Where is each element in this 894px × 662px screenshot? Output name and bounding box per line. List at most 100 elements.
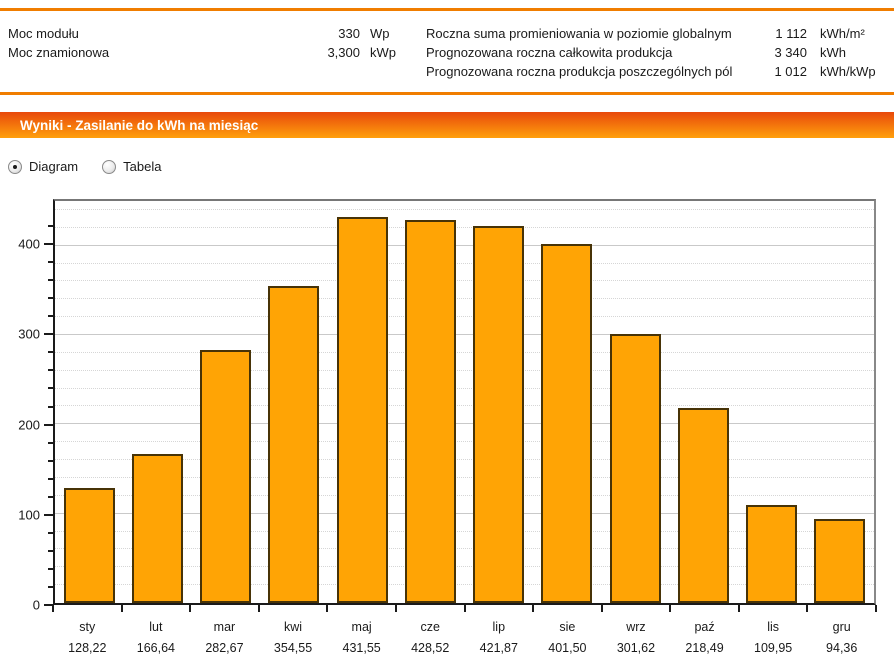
header-divider-rule: [0, 92, 894, 95]
bar: [541, 244, 593, 603]
minor-gridline: [55, 262, 874, 264]
month-value: 109,95: [754, 641, 793, 655]
month-label-group: mar 282,67: [190, 619, 259, 656]
y-axis-ticks: [42, 199, 53, 606]
monthly-yield-chart: 0 100 200 300 400 sty 128,22 lut 166,64 mar 282,6…: [0, 183, 894, 662]
system-parameters: Moc modułu 330 Wp Moc znamionowa 3,300 k…: [0, 11, 894, 92]
y-tick: [48, 261, 53, 264]
minor-gridline: [55, 226, 874, 228]
param-label: Roczna suma promieniowania w poziomie gl…: [426, 26, 732, 41]
month-value: 218,49: [685, 641, 724, 655]
x-tick: [189, 605, 192, 612]
minor-gridline: [55, 208, 874, 210]
month-label-group: sie 401,50: [533, 619, 602, 656]
y-tick: [44, 333, 53, 336]
month-label-group: cze 428,52: [396, 619, 465, 656]
y-axis-labels: 0 100 200 300 400: [0, 199, 44, 612]
minor-gridline: [55, 530, 874, 532]
minor-gridline: [55, 316, 874, 318]
tabela-radio-label[interactable]: Tabela: [123, 159, 162, 174]
minor-gridline: [55, 351, 874, 353]
major-gridline: [55, 423, 874, 425]
month-value: 421,87: [479, 641, 518, 655]
minor-gridline: [55, 494, 874, 496]
major-gridline: [55, 244, 874, 246]
y-axis-label: 0: [32, 597, 40, 613]
results-banner-title: Wyniki - Zasilanie do kWh na miesiąc: [20, 117, 259, 133]
minor-gridline: [55, 459, 874, 461]
param-row: Prognozowana roczna całkowita produkcja …: [426, 43, 890, 62]
month-label: mar: [213, 620, 236, 634]
month-value: 354,55: [273, 641, 313, 655]
month-label: lis: [767, 620, 780, 634]
x-tick: [120, 605, 123, 612]
top-divider-rule: [0, 8, 894, 11]
view-toggle: Diagram Tabela: [8, 158, 894, 175]
param-value: 1 012: [774, 64, 807, 79]
x-tick: [600, 605, 603, 612]
month-value: 94,36: [826, 641, 858, 655]
month-label: kwi: [284, 620, 303, 634]
y-tick: [48, 225, 53, 228]
x-tick: [669, 605, 672, 612]
y-tick: [48, 441, 53, 444]
month-label-group: maj 431,55: [327, 619, 396, 656]
param-label: Moc modułu: [8, 26, 79, 41]
param-row: Prognozowana roczna produkcja poszczegól…: [426, 62, 890, 81]
month-label: gru: [832, 620, 851, 634]
bar: [268, 286, 320, 603]
bar: [63, 488, 115, 603]
month-value: 282,67: [205, 641, 244, 655]
y-tick: [48, 369, 53, 372]
y-tick: [44, 513, 53, 516]
bar: [336, 217, 388, 603]
x-tick: [737, 605, 740, 612]
month-label-group: kwi 354,55: [259, 619, 328, 656]
y-tick: [44, 604, 53, 606]
results-banner: Wyniki - Zasilanie do kWh na miesiąc: [0, 112, 894, 138]
month-label: sie: [559, 620, 576, 634]
minor-gridline: [55, 548, 874, 550]
month-label: sty: [79, 620, 96, 634]
x-tick: [257, 605, 260, 612]
param-label: Prognozowana roczna produkcja poszczegól…: [426, 64, 733, 79]
param-row: Roczna suma promieniowania w poziomie gl…: [426, 24, 890, 43]
y-tick: [48, 315, 53, 318]
param-unit: kWh/kWp: [820, 64, 876, 79]
x-tick: [532, 605, 535, 612]
y-tick: [48, 405, 53, 408]
major-gridline: [55, 334, 874, 336]
y-tick: [48, 531, 53, 534]
x-tick: [394, 605, 397, 612]
month-value: 431,55: [342, 641, 381, 655]
y-tick: [48, 549, 53, 552]
x-tick: [875, 605, 877, 612]
y-tick: [44, 243, 53, 246]
yield-parameters: Roczna suma promieniowania w poziomie gl…: [412, 24, 894, 81]
minor-gridline: [55, 476, 874, 478]
param-value: 1 112: [775, 26, 807, 41]
minor-gridline: [55, 369, 874, 371]
bar: [200, 350, 252, 603]
x-axis-ticks: [52, 605, 877, 613]
month-value: 301,62: [616, 641, 656, 655]
minor-gridline: [55, 280, 874, 282]
minor-gridline: [55, 298, 874, 300]
month-label-group: lut 166,64: [122, 619, 191, 656]
tabela-radio-option[interactable]: Tabela: [102, 159, 161, 174]
month-value: 166,64: [136, 641, 175, 655]
x-tick: [52, 605, 54, 612]
module-parameters: Moc modułu 330 Wp Moc znamionowa 3,300 k…: [0, 24, 412, 81]
bar: [131, 454, 183, 603]
tabela-radio-icon[interactable]: [102, 159, 117, 174]
y-tick: [48, 477, 53, 480]
minor-gridline: [55, 387, 874, 389]
diagram-radio-label[interactable]: Diagram: [29, 159, 79, 174]
y-tick: [48, 585, 53, 588]
diagram-radio-option[interactable]: Diagram: [8, 159, 78, 174]
y-axis-label: 200: [18, 417, 40, 433]
diagram-radio-icon[interactable]: [8, 159, 22, 174]
month-label: paź: [694, 620, 715, 634]
month-label-group: lip 421,87: [465, 619, 534, 656]
bar: [814, 518, 866, 603]
